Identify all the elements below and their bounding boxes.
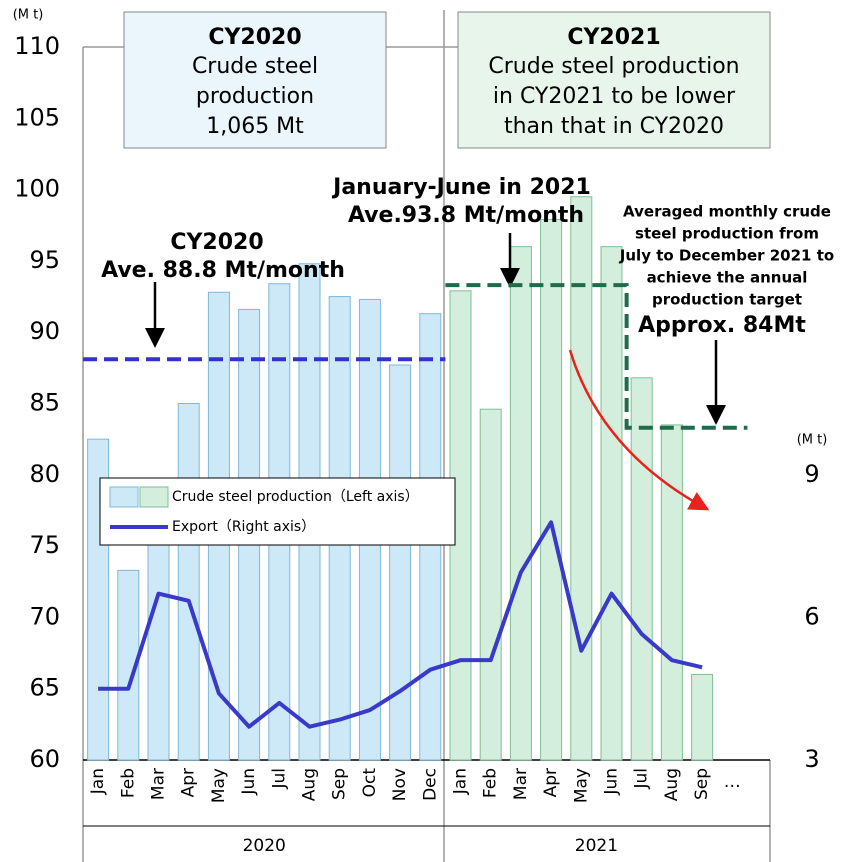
reference-line — [445, 283, 748, 430]
bar — [177, 403, 200, 761]
annotation: CY2020 — [170, 230, 263, 255]
x-tick-label: Jun — [239, 768, 259, 796]
y-tick-label: 60 — [29, 745, 60, 773]
axis-unit: (M t) — [797, 433, 828, 448]
line — [98, 520, 703, 729]
x-tick-label: Feb — [118, 768, 138, 798]
bar — [117, 569, 140, 761]
y-tick-label: 110 — [14, 32, 60, 60]
y-tick-label: 90 — [29, 317, 60, 345]
x-tick-label: … — [724, 772, 741, 792]
box-text: Crude steel production — [488, 54, 739, 79]
x-tick-label: Jun — [602, 768, 622, 796]
annotation: Ave. 88.8 Mt/month — [101, 258, 345, 283]
x-tick-label: Sep — [692, 768, 712, 800]
x-tick-label: Feb — [481, 768, 501, 798]
box-text: Crude steel — [192, 54, 318, 79]
trend-arrow — [568, 349, 710, 511]
legend-swatch — [109, 486, 139, 508]
x-tick-label: Sep — [330, 768, 350, 800]
box — [457, 11, 771, 149]
box — [123, 11, 387, 149]
x-tick-label: Jul — [632, 768, 652, 790]
bar — [389, 364, 412, 761]
y-tick-label: 80 — [29, 460, 60, 488]
annotation: Averaged monthly crude — [623, 203, 831, 221]
bar — [691, 673, 714, 761]
y-tick-label: 100 — [14, 175, 60, 203]
x-tick-label: Apr — [541, 768, 561, 797]
y2-tick-label: 3 — [804, 745, 819, 773]
legend-label: Export（Right axis） — [172, 519, 315, 535]
x-tick-label: Mar — [511, 768, 531, 800]
annotation: achieve the annual — [647, 269, 808, 287]
box-text: 1,065 Mt — [206, 114, 304, 139]
x-tick-label: Jul — [269, 768, 289, 790]
x-tick-label: Aug — [300, 768, 320, 801]
legend-swatch — [139, 486, 169, 508]
y-tick-label: 85 — [29, 389, 60, 417]
x-tick-label: Mar — [149, 768, 169, 800]
box-title: CY2020 — [208, 25, 301, 50]
axis-unit: (M t) — [13, 8, 44, 23]
y-tick-label: 65 — [29, 674, 60, 702]
annotation: Approx. 84Mt — [638, 313, 806, 338]
y2-tick-label: 9 — [804, 460, 819, 488]
bar — [660, 424, 683, 761]
x-tick-label: Apr — [179, 768, 199, 797]
annotation: January-June in 2021 — [331, 175, 591, 200]
annotation: July to December 2021 to — [619, 247, 834, 265]
y-tick-label: 75 — [29, 531, 60, 559]
x-tick-label: Oct — [360, 768, 380, 798]
x-tick-label: Jan — [451, 768, 471, 795]
box-text: than that in CY2020 — [504, 114, 724, 139]
group-label: 2020 — [243, 836, 286, 856]
y2-tick-label: 6 — [804, 602, 819, 630]
x-tick-label: Jan — [88, 768, 108, 795]
bar — [479, 408, 502, 761]
legend: Crude steel production（Left axis） Export… — [99, 477, 456, 546]
bar — [570, 196, 593, 761]
group-label: 2021 — [575, 836, 618, 856]
bar — [600, 246, 623, 761]
legend-label: Crude steel production（Left axis） — [172, 489, 419, 505]
x-tick-label: May — [571, 768, 591, 803]
y-tick-label: 95 — [29, 246, 60, 274]
bar — [630, 377, 653, 761]
box-text: production — [196, 84, 314, 109]
x-tick-label: Dec — [420, 768, 440, 801]
y-tick-label: 105 — [14, 103, 60, 131]
y-tick-label: 70 — [29, 602, 60, 630]
annotation: steel production from — [635, 225, 819, 243]
annotation: production target — [652, 291, 802, 309]
box-title: CY2021 — [567, 25, 660, 50]
x-tick-label: Aug — [662, 768, 682, 801]
bar — [540, 219, 563, 761]
callout-arrows — [145, 233, 726, 425]
x-tick-label: May — [209, 768, 229, 803]
bar — [509, 246, 532, 761]
box-text: in CY2021 to be lower — [493, 84, 736, 109]
annotation: Ave.93.8 Mt/month — [348, 203, 584, 228]
x-tick-label: Nov — [390, 768, 410, 801]
